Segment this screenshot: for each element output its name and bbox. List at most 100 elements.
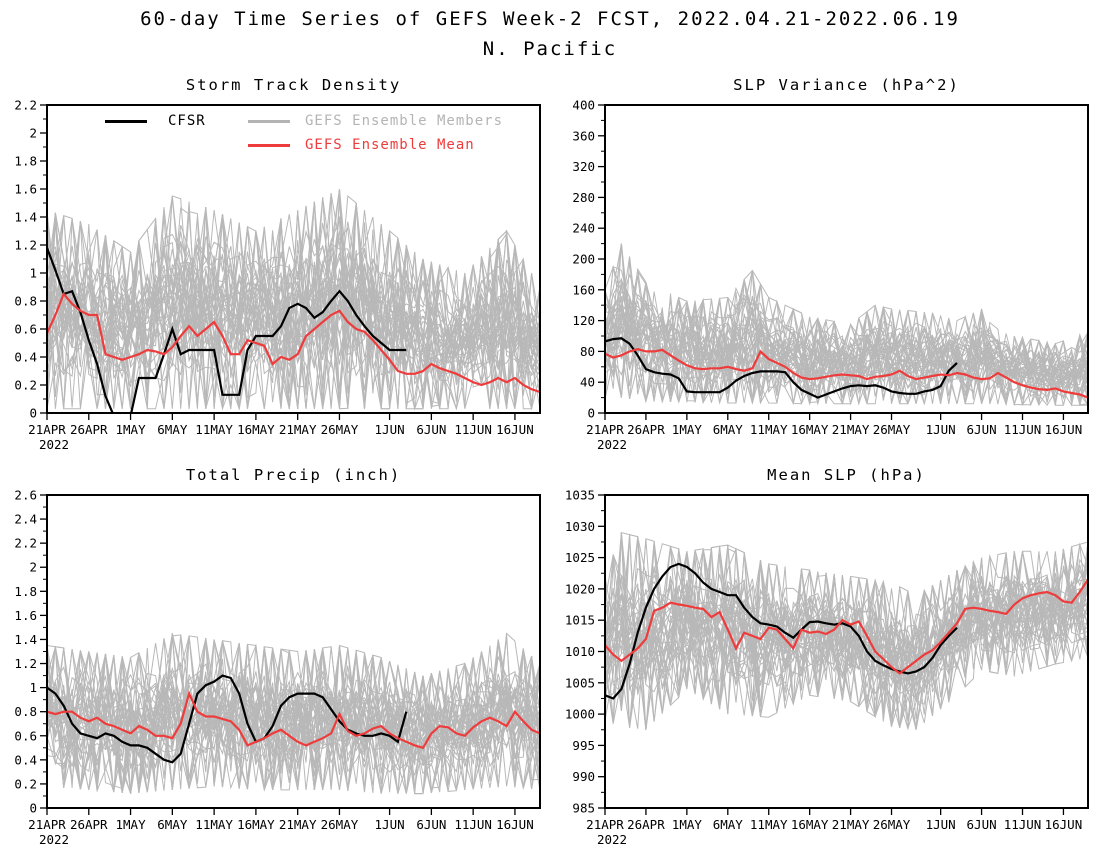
y-tick-label: 0.8 bbox=[14, 704, 37, 719]
y-tick-label: 160 bbox=[572, 282, 595, 297]
y-tick-label: 2.2 bbox=[14, 536, 37, 551]
y-tick-label: 2 bbox=[29, 126, 37, 141]
x-tick-label: 11JUN bbox=[1004, 422, 1042, 437]
y-tick-label: 80 bbox=[580, 344, 595, 359]
y-tick-label: 1.6 bbox=[14, 608, 37, 623]
x-tick-label: 21MAY bbox=[279, 817, 317, 832]
y-tick-label: 280 bbox=[572, 190, 595, 205]
x-tick-label: 16JUN bbox=[1045, 817, 1083, 832]
x-tick-label: 16MAY bbox=[791, 422, 829, 437]
x-tick-label: 11JUN bbox=[454, 422, 492, 437]
legend-line-cfsr bbox=[105, 120, 147, 123]
x-tick-label: 16JUN bbox=[496, 817, 534, 832]
y-tick-label: 1020 bbox=[565, 581, 595, 596]
y-tick-label: 1.8 bbox=[14, 154, 37, 169]
x-tick-label: 6JUN bbox=[967, 817, 997, 832]
plot-area-total_precip bbox=[47, 632, 540, 795]
x-tick-label: 26APR bbox=[627, 817, 665, 832]
x-tick-label: 16JUN bbox=[1045, 422, 1083, 437]
x-tick-year-label: 2022 bbox=[39, 832, 69, 847]
y-tick-label: 240 bbox=[572, 221, 595, 236]
ensemble-member-line bbox=[605, 295, 1088, 406]
x-tick-label: 6JUN bbox=[416, 817, 446, 832]
ensemble-member-line bbox=[47, 202, 540, 397]
y-tick-label: 1015 bbox=[565, 613, 595, 628]
x-tick-label: 26MAY bbox=[321, 422, 359, 437]
x-tick-label: 6MAY bbox=[157, 422, 188, 437]
x-tick-label: 1JUN bbox=[926, 817, 956, 832]
ensemble-member-line bbox=[47, 231, 540, 409]
ensemble-member-line bbox=[47, 188, 540, 409]
y-tick-label: 0.2 bbox=[14, 378, 37, 393]
x-tick-label: 26APR bbox=[627, 422, 665, 437]
x-tick-label: 11MAY bbox=[750, 817, 788, 832]
ensemble-mean-line bbox=[605, 578, 1088, 675]
y-tick-label: 2.4 bbox=[14, 512, 37, 527]
y-tick-label: 2.2 bbox=[14, 98, 37, 113]
legend-line-ensemble-mean bbox=[248, 144, 290, 147]
ensemble-member-line bbox=[605, 307, 1088, 404]
ensemble-member-line bbox=[605, 547, 1088, 728]
x-tick-label: 1MAY bbox=[116, 817, 147, 832]
x-tick-label: 1MAY bbox=[116, 422, 147, 437]
x-tick-label: 1JUN bbox=[926, 422, 956, 437]
ensemble-member-line bbox=[605, 550, 1088, 727]
x-tick-label: 6MAY bbox=[157, 817, 188, 832]
panel-title-total-precip: Total Precip (inch) bbox=[185, 466, 402, 484]
y-tick-label: 0 bbox=[29, 801, 37, 816]
x-tick-label: 11JUN bbox=[454, 817, 492, 832]
x-tick-label: 11MAY bbox=[195, 422, 233, 437]
y-tick-label: 0 bbox=[29, 406, 37, 421]
ensemble-mean-line bbox=[47, 291, 540, 394]
y-tick-label: 1.6 bbox=[14, 182, 37, 197]
y-tick-label: 1 bbox=[29, 680, 37, 695]
ensemble-member-line bbox=[605, 243, 1088, 398]
y-tick-label: 0.8 bbox=[14, 294, 37, 309]
x-tick-label: 21APR bbox=[586, 817, 624, 832]
ensemble-mean-line bbox=[47, 690, 540, 750]
panel-title-mean-slp: Mean SLP (hPa) bbox=[767, 466, 926, 484]
x-tick-label: 21MAY bbox=[279, 422, 317, 437]
plot-area-mean_slp bbox=[605, 531, 1088, 731]
x-tick-label: 11JUN bbox=[1004, 817, 1042, 832]
ensemble-member-line bbox=[47, 633, 540, 794]
y-tick-label: 0.4 bbox=[14, 752, 37, 767]
legend-label-cfsr: CFSR bbox=[168, 113, 206, 129]
y-tick-label: 2 bbox=[29, 560, 37, 575]
x-tick-label: 16JUN bbox=[496, 422, 534, 437]
x-tick-label: 6JUN bbox=[967, 422, 997, 437]
y-tick-label: 1.4 bbox=[14, 632, 37, 647]
x-tick-label: 26MAY bbox=[321, 817, 359, 832]
ensemble-member-line bbox=[605, 293, 1088, 404]
panel-title-slp-variance: SLP Variance (hPa^2) bbox=[733, 76, 960, 94]
x-tick-year-label: 2022 bbox=[597, 832, 627, 847]
x-tick-label: 21APR bbox=[28, 817, 66, 832]
x-tick-label: 21APR bbox=[28, 422, 66, 437]
y-tick-label: 400 bbox=[572, 98, 595, 113]
y-tick-label: 1.2 bbox=[14, 238, 37, 253]
ensemble-member-line bbox=[47, 220, 540, 399]
ensemble-member-line bbox=[605, 541, 1088, 715]
ensemble-member-line bbox=[605, 300, 1088, 405]
y-tick-label: 0.6 bbox=[14, 322, 37, 337]
ensemble-member-line bbox=[605, 536, 1088, 712]
figure-subtitle: N. Pacific bbox=[482, 38, 618, 60]
y-tick-label: 360 bbox=[572, 128, 595, 143]
ensemble-member-line bbox=[605, 532, 1088, 706]
y-tick-label: 320 bbox=[572, 159, 595, 174]
cfsr-line bbox=[605, 337, 958, 399]
ensemble-member-line bbox=[47, 210, 540, 411]
x-tick-label: 21MAY bbox=[832, 817, 870, 832]
ensemble-member-line bbox=[47, 214, 540, 393]
y-tick-label: 1000 bbox=[565, 707, 595, 722]
ensemble-member-line bbox=[605, 291, 1088, 406]
x-tick-label: 16MAY bbox=[791, 817, 829, 832]
x-tick-label: 21MAY bbox=[832, 422, 870, 437]
y-tick-label: 0 bbox=[587, 406, 595, 421]
y-tick-label: 1.2 bbox=[14, 656, 37, 671]
y-tick-label: 1035 bbox=[565, 488, 595, 503]
y-tick-label: 995 bbox=[572, 738, 595, 753]
legend-label-ensemble-members: GEFS Ensemble Members bbox=[305, 113, 504, 129]
y-tick-label: 0.6 bbox=[14, 728, 37, 743]
